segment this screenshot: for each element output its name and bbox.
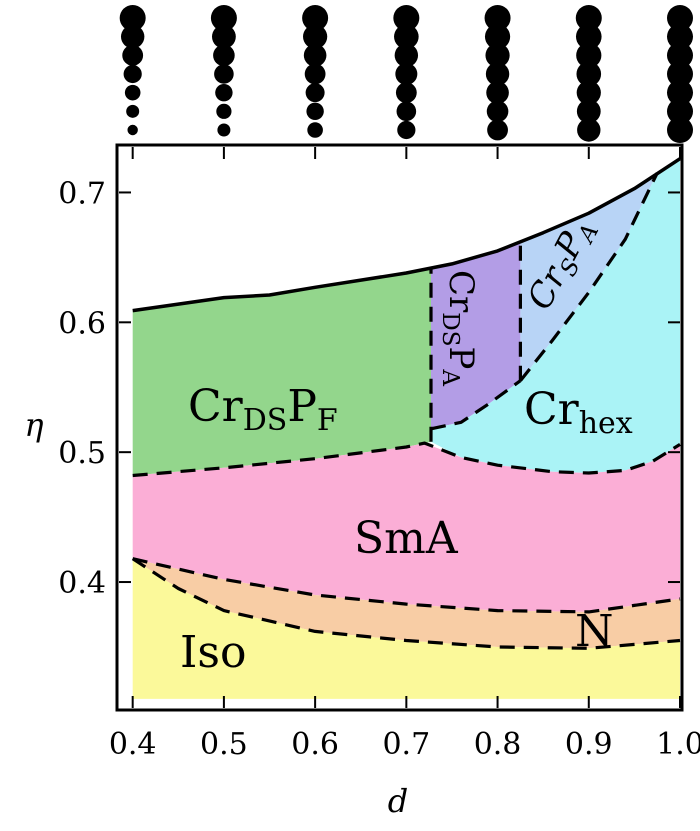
x-axis-label: d	[388, 782, 408, 820]
region-crdspa	[431, 241, 521, 429]
melting-line	[132, 157, 681, 313]
molecule-icon	[393, 5, 420, 140]
molecule-icon	[119, 5, 146, 136]
x-tick-label: 0.7	[382, 727, 430, 762]
region-crspa	[520, 173, 658, 381]
x-tick-label: 1.0	[656, 727, 700, 762]
region-iso	[132, 558, 680, 699]
y-tick-label: 0.7	[58, 176, 106, 211]
x-tick-label: 0.4	[109, 727, 157, 762]
label-sma: SmA	[354, 513, 459, 564]
phase-regions	[132, 158, 680, 699]
region-crdspf	[132, 268, 431, 476]
region-sma	[132, 443, 680, 612]
x-tick-label: 0.9	[565, 727, 613, 762]
molecule-icon	[484, 5, 511, 141]
y-axis-label: η	[24, 406, 43, 444]
molecule-icon	[575, 5, 602, 142]
phase-boundary-7	[131, 557, 681, 650]
molecule-icon	[210, 5, 237, 137]
region-n	[132, 558, 680, 649]
plot-frame	[115, 143, 684, 712]
x-tick-label: 0.5	[200, 727, 248, 762]
x-tick-label: 0.6	[291, 727, 339, 762]
phase-boundary-4	[430, 379, 522, 431]
label-iso: Iso	[180, 627, 246, 678]
phase-boundary-6	[132, 557, 681, 614]
x-tick-label: 0.8	[474, 727, 522, 762]
label-crdspa: CrDSPA	[437, 270, 481, 386]
label-crdspf: CrDSPF	[188, 381, 338, 438]
molecule-icon	[667, 5, 693, 143]
label-n: N	[575, 606, 614, 657]
molecule-icon	[302, 5, 329, 138]
y-tick-label: 0.5	[58, 436, 106, 471]
molecule-icons	[119, 5, 693, 143]
phase-boundaries	[131, 157, 681, 650]
y-tick-label: 0.4	[58, 566, 106, 601]
region-crhex	[431, 158, 680, 473]
axis-ticks: 0.4 0.5 0.6 0.7 0.8 0.9 1.0 0.4 0.5 0.6 0.7	[58, 147, 700, 762]
label-crhex: Crhex	[524, 384, 633, 441]
phase-boundary-5	[519, 172, 659, 382]
y-tick-label: 0.6	[58, 306, 106, 341]
